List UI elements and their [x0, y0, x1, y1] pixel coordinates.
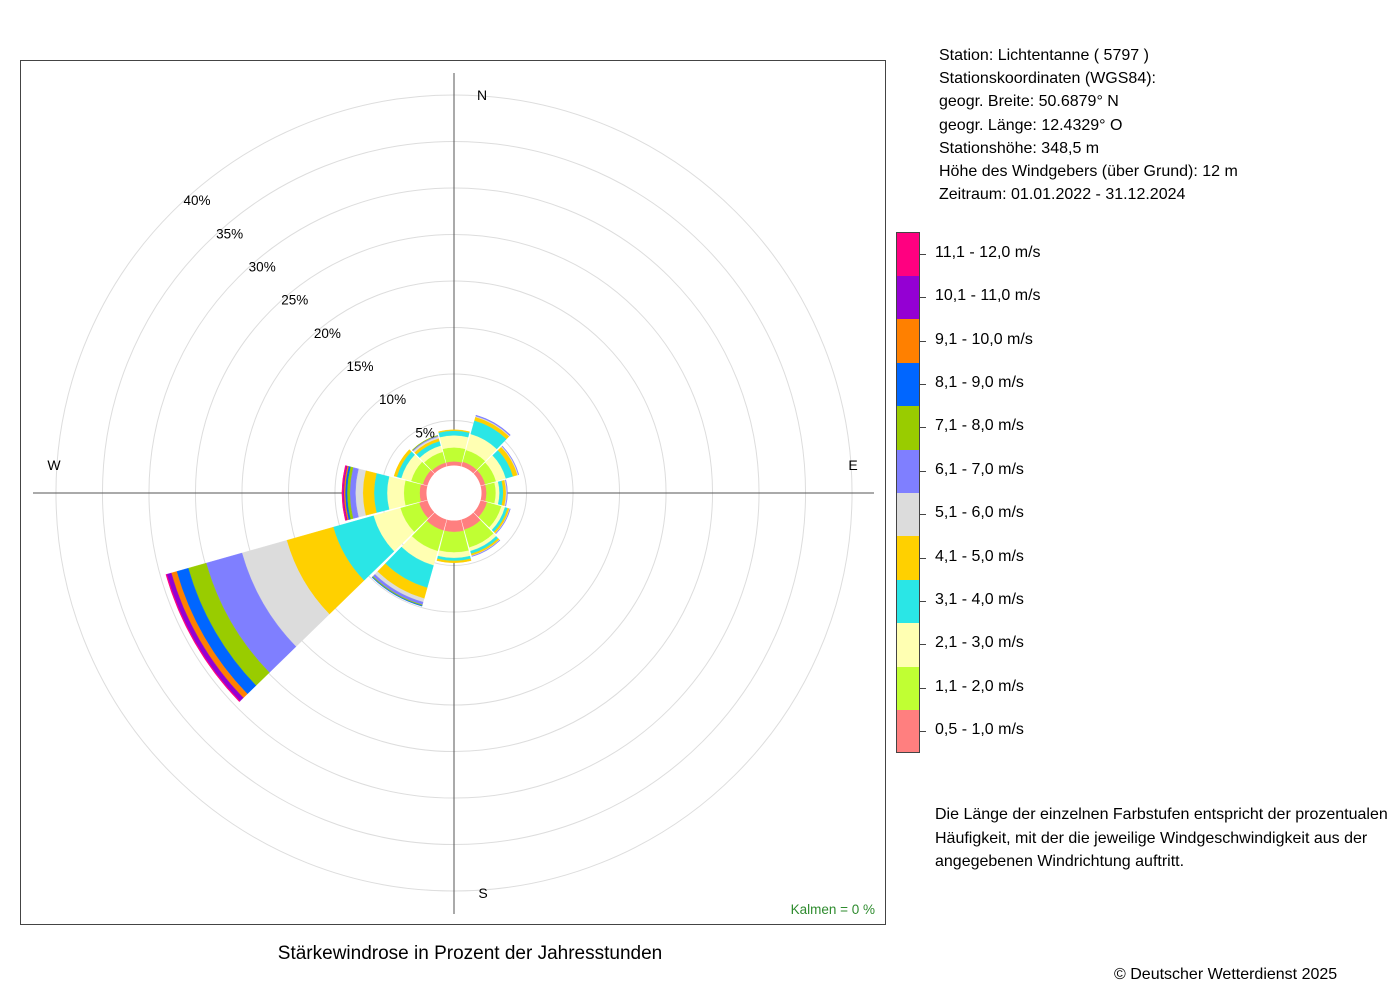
center-circle [426, 465, 482, 521]
legend-tick [920, 470, 926, 472]
wind-rose-plot: 5% 10% 15% 20% 25% 30% 35% 40% N E S W Kalmen = 0 % [20, 60, 886, 925]
station-latitude: geogr. Breite: 50.6879° N [939, 93, 1119, 111]
radial-tick-label: 5% [415, 425, 435, 440]
legend-tick [920, 340, 926, 342]
legend-swatch [896, 492, 920, 537]
legend-label: 4,1 - 5,0 m/s [935, 547, 1024, 565]
sector-segment [341, 465, 347, 521]
radial-tick-label: 10% [379, 392, 406, 407]
legend-tick [920, 687, 926, 689]
sector-segment [475, 414, 511, 436]
sector-segment [386, 476, 406, 510]
station-elevation: Stationshöhe: 348,5 m [939, 139, 1100, 157]
legend-tick [920, 253, 926, 255]
legend-tick [920, 731, 926, 733]
legend-tick [920, 557, 926, 559]
legend-swatch [896, 405, 920, 450]
legend-swatch [896, 709, 920, 754]
legend-swatch [896, 275, 920, 320]
legend-border [896, 232, 920, 753]
radial-tick-label: 40% [183, 193, 210, 208]
compass-label-n: N [477, 87, 487, 103]
sector-segment [393, 449, 412, 478]
sector-segment [495, 508, 511, 535]
compass-label-w: W [47, 457, 61, 473]
legend-tick [920, 644, 926, 646]
sector-segment [439, 435, 469, 450]
sector-segment [439, 530, 469, 553]
legend-swatch [896, 535, 920, 580]
legend-label: 3,1 - 4,0 m/s [935, 591, 1024, 609]
sector-segment [436, 558, 472, 563]
compass-label-e: E [848, 457, 857, 473]
legend-label: 8,1 - 9,0 m/s [935, 373, 1024, 391]
legend-label: 2,1 - 3,0 m/s [935, 634, 1024, 652]
sector-segment [165, 574, 241, 703]
explanation-note: Die Länge der einzelnen Farbstufen entsp… [935, 806, 1388, 870]
sector-segment [371, 576, 423, 607]
legend-label: 7,1 - 8,0 m/s [935, 417, 1024, 435]
legend-label: 5,1 - 6,0 m/s [935, 504, 1024, 522]
speed-legend: 0,5 - 1,0 m/s 1,1 - 2,0 m/s 2,1 - 3,0 m/s 3… [896, 232, 1196, 754]
station-info: Station: Lichtentanne ( 5797 ) Stationsk… [939, 44, 1238, 206]
legend-swatch [896, 449, 920, 493]
sector-segment [501, 445, 520, 476]
legend-swatch [896, 232, 920, 276]
legend-label: 6,1 - 7,0 m/s [935, 460, 1024, 478]
legend-swatch [896, 622, 920, 667]
legend-label: 9,1 - 10,0 m/s [935, 330, 1033, 348]
sector-segment [505, 479, 508, 507]
compass-label-s: S [478, 885, 487, 901]
sector-segment [403, 480, 421, 506]
chart-caption: Stärkewindrose in Prozent der Jahresstun… [277, 943, 663, 964]
sector-segment [411, 435, 439, 451]
radial-tick-label: 20% [314, 326, 341, 341]
legend-tick [920, 383, 926, 385]
label-layer: 5% 10% 15% 20% 25% 30% 35% 40% N E S W Kalmen = 0 % [47, 87, 875, 917]
calm-label: Kalmen = 0 % [791, 902, 875, 917]
legend-label: 1,1 - 2,0 m/s [935, 677, 1024, 695]
radial-tick-label: 25% [281, 293, 308, 308]
station-name: Station: Lichtentanne ( 5797 ) [939, 47, 1149, 64]
wind-rose-svg: 5% 10% 15% 20% 25% 30% 35% 40% N E S W Kalmen = 0 % [33, 73, 875, 917]
sector-segment [485, 482, 497, 504]
legend-swatch [896, 318, 920, 363]
station-longitude: geogr. Länge: 12.4329° O [939, 116, 1123, 134]
legend-label: 10,1 - 11,0 m/s [935, 287, 1041, 305]
legend-label: 11,1 - 12,0 m/s [935, 243, 1041, 261]
station-coordinates-heading: Stationskoordinaten (WGS84): [939, 70, 1156, 88]
legend-swatch [896, 362, 920, 407]
legend-tick [920, 514, 926, 516]
legend-tick [920, 427, 926, 429]
sensor-height: Höhe des Windgebers (über Grund): 12 m [939, 163, 1238, 181]
radial-tick-label: 35% [216, 226, 243, 241]
legend-swatch [896, 579, 920, 624]
legend-label: 0,5 - 1,0 m/s [935, 721, 1024, 739]
sector-segment [373, 473, 390, 513]
copyright-notice: © Deutscher Wetterdienst 2025 [1114, 966, 1338, 983]
time-period: Zeitraum: 01.01.2022 - 31.12.2024 [939, 186, 1186, 204]
radial-tick-label: 30% [249, 259, 276, 274]
sector-segment [438, 429, 470, 433]
legend-tick [920, 297, 926, 299]
legend-tick [920, 601, 926, 603]
sector-layer [165, 414, 520, 703]
sector-segment [442, 447, 466, 463]
radial-tick-label: 15% [346, 359, 373, 374]
sector-segment [471, 539, 501, 557]
legend-swatch [896, 666, 920, 711]
